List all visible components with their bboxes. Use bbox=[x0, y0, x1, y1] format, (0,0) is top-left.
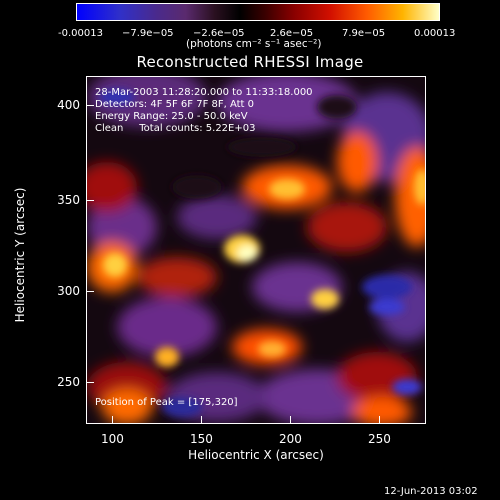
y-tick-label: 250 bbox=[57, 375, 80, 389]
x-axis-label: Heliocentric X (arcsec) bbox=[188, 448, 324, 462]
x-tick-label: 150 bbox=[190, 432, 213, 446]
generation-timestamp: 12-Jun-2013 03:02 bbox=[384, 486, 478, 497]
colorbar-tick-label: 2.6e−05 bbox=[270, 28, 314, 39]
colorbar-units: (photons cm⁻² s⁻¹ asec⁻²) bbox=[186, 38, 322, 50]
y-tick-label: 300 bbox=[57, 284, 80, 298]
x-tick-label: 200 bbox=[279, 432, 302, 446]
y-axis-label: Heliocentric Y (arcsec) bbox=[13, 187, 27, 323]
colorbar-tick-label: 0.00013 bbox=[414, 28, 456, 39]
colorbar-tick-label: 7.9e−05 bbox=[342, 28, 386, 39]
annotation-peak-position: Position of Peak = [175,320] bbox=[95, 397, 238, 408]
rhessi-image-canvas bbox=[87, 77, 425, 423]
colorbar-tick-label: −2.6e−05 bbox=[193, 28, 245, 39]
colorbar-tick-label: −7.9e−05 bbox=[122, 28, 174, 39]
y-tick-label: 350 bbox=[57, 193, 80, 207]
annotation-detectors: Detectors: 4F 5F 6F 7F 8F, Att 0 bbox=[95, 99, 255, 110]
image-title: Reconstructed RHESSI Image bbox=[136, 53, 364, 71]
x-tick-label: 100 bbox=[101, 432, 124, 446]
annotation-time-range: 28-Mar-2003 11:28:20.000 to 11:33:18.000 bbox=[95, 87, 313, 98]
annotation-clean-counts: Clean Total counts: 5.22E+03 bbox=[95, 123, 256, 134]
annotation-energy-range: Energy Range: 25.0 - 50.0 keV bbox=[95, 111, 248, 122]
x-tick-label: 250 bbox=[368, 432, 391, 446]
colorbar-tick-label: -0.00013 bbox=[58, 28, 103, 39]
rhessi-image: 28-Mar-2003 11:28:20.000 to 11:33:18.000… bbox=[86, 76, 426, 424]
y-tick-label: 400 bbox=[57, 98, 80, 112]
colorbar bbox=[76, 3, 440, 21]
